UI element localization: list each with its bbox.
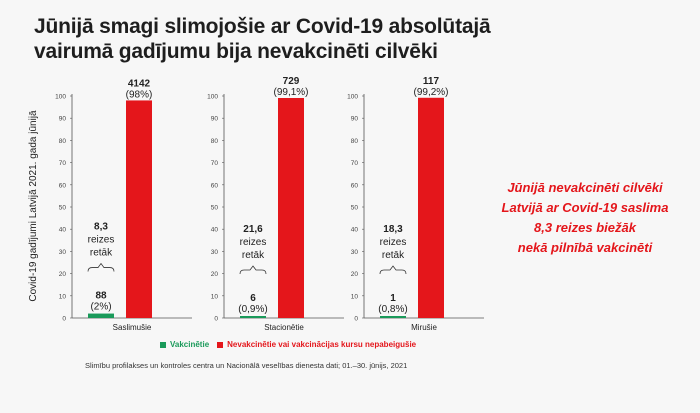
right-note: Jūnijā nevakcinēti cilvēki Latvijā ar Co… (474, 178, 696, 258)
data-label-pct: (0,9%) (238, 304, 267, 315)
y-tick-label: 100 (347, 94, 358, 101)
y-tick-label: 20 (59, 271, 67, 278)
chart-panel: 0 10 20 30 40 50 60 70 80 90 100 4142(98%) 88(2%) 8,3… (55, 78, 192, 332)
y-tick-label: 70 (59, 160, 67, 167)
y-tick-label: 80 (211, 138, 219, 145)
legend-swatch-unvaccinated (217, 341, 224, 348)
data-label-count: 88 (95, 291, 107, 302)
right-note-line1: Jūnijā nevakcinēti cilvēki (507, 180, 663, 195)
data-label-pct: (98%) (126, 89, 153, 100)
bar-unvaccinated (126, 100, 152, 318)
data-label-pct: (99,1%) (273, 87, 308, 98)
ratio-brace (239, 265, 267, 275)
chart-panel: 0 10 20 30 40 50 60 70 80 90 100 117(99,2%) 1(0,8%) 1… (347, 76, 484, 332)
legend-item-unvaccinated: Nevakcinētie vai vakcinācijas kursu nepa… (217, 340, 416, 349)
bar-vaccinated (380, 316, 406, 318)
y-tick-label: 60 (59, 182, 67, 189)
y-tick-label: 0 (214, 316, 218, 323)
ratio-word: retāk (382, 250, 405, 261)
data-label-count: 117 (423, 76, 440, 87)
legend: Vakcinētie Nevakcinētie vai vakcinācijas… (160, 340, 416, 349)
y-tick-label: 60 (211, 182, 219, 189)
y-tick-label: 50 (211, 205, 219, 212)
y-tick-label: 40 (351, 227, 359, 234)
bar-vaccinated (88, 313, 114, 318)
y-tick-label: 10 (351, 293, 359, 300)
legend-item-vaccinated: Vakcinētie (160, 340, 209, 349)
y-tick-label: 70 (351, 160, 359, 167)
y-tick-label: 100 (207, 94, 218, 101)
y-tick-label: 70 (211, 160, 219, 167)
chart-title: Jūnijā smagi slimojošie ar Covid-19 abso… (34, 15, 491, 63)
y-tick-label: 10 (211, 293, 219, 300)
x-category-label: Mirušie (411, 323, 437, 332)
y-tick-label: 80 (351, 138, 359, 145)
data-label-pct: (99,2%) (413, 87, 448, 98)
data-label-count: 729 (283, 76, 300, 87)
y-tick-label: 90 (59, 116, 67, 123)
y-tick-label: 60 (351, 182, 359, 189)
y-tick-label: 20 (211, 271, 219, 278)
y-tick-label: 50 (351, 205, 359, 212)
data-label-pct: (2%) (90, 302, 111, 313)
ratio-word: reizes (88, 235, 115, 246)
y-tick-label: 0 (62, 316, 66, 323)
right-note-line2: Latvijā ar Covid-19 saslima (501, 200, 669, 215)
ratio-value: 8,3 (94, 222, 108, 233)
y-tick-label: 90 (211, 116, 219, 123)
y-tick-label: 100 (55, 94, 66, 101)
source-note: Slimību profilakses un kontroles centra … (85, 361, 408, 370)
ratio-value: 21,6 (243, 224, 263, 235)
ratio-brace (379, 265, 407, 275)
data-label-count: 1 (390, 293, 396, 304)
y-tick-label: 30 (59, 249, 67, 256)
legend-swatch-vaccinated (160, 341, 166, 348)
ratio-value: 18,3 (383, 224, 403, 235)
ratio-brace (87, 262, 115, 272)
bar-vaccinated (240, 316, 266, 318)
bar-unvaccinated (418, 97, 444, 318)
y-axis-label: Covid-19 gadījumi Latvijā 2021. gada jūn… (28, 110, 39, 302)
y-tick-label: 80 (59, 138, 67, 145)
legend-label-vaccinated: Vakcinētie (170, 340, 210, 349)
ratio-word: reizes (240, 237, 267, 248)
y-tick-label: 90 (351, 116, 359, 123)
y-tick-label: 40 (59, 227, 67, 234)
y-tick-label: 0 (354, 316, 358, 323)
ratio-word: retāk (242, 250, 265, 261)
ratio-word: retāk (90, 248, 113, 259)
legend-label-unvaccinated: Nevakcinētie vai vakcinācijas kursu nepa… (227, 340, 417, 349)
y-tick-label: 30 (211, 249, 219, 256)
data-label-count: 4142 (128, 78, 151, 89)
right-note-line4: nekā pilnībā vakcinēti (517, 240, 653, 255)
y-tick-label: 40 (211, 227, 219, 234)
x-category-label: Stacionētie (264, 323, 304, 332)
bar-unvaccinated (278, 97, 304, 318)
y-tick-label: 20 (351, 271, 359, 278)
ratio-word: reizes (380, 237, 407, 248)
data-label-pct: (0,8%) (378, 304, 407, 315)
y-tick-label: 10 (59, 293, 67, 300)
y-tick-label: 50 (59, 205, 67, 212)
chart-panel: 0 10 20 30 40 50 60 70 80 90 100 729(99,1%) 6(0,9%) 2… (207, 76, 344, 332)
x-category-label: Saslimušie (113, 323, 152, 332)
right-note-line3: 8,3 reizes biežāk (534, 220, 636, 235)
chart-panels: 01020304050607080901004142(98%)88(2%)8,3… (55, 76, 484, 332)
data-label-count: 6 (250, 293, 256, 304)
y-tick-label: 30 (351, 249, 359, 256)
